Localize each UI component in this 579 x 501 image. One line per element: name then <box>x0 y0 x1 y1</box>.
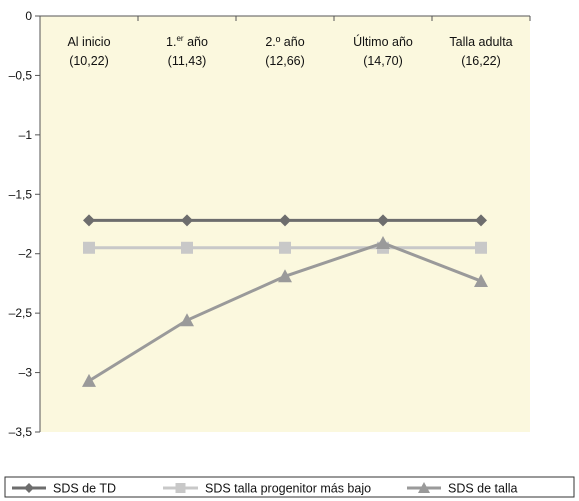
y-tick-label: –2 <box>19 247 33 261</box>
data-point-diamond <box>475 214 487 227</box>
legend-item: SDS talla progenitor más bajo <box>163 482 371 496</box>
legend-box <box>4 476 575 498</box>
series-layer <box>82 214 488 387</box>
y-tick-label: 0 <box>25 9 32 23</box>
data-point-triangle <box>376 236 390 250</box>
legend-item: SDS de talla <box>407 482 518 496</box>
category-name: Al inicio <box>67 35 110 49</box>
category-name: 1. <box>166 35 176 49</box>
legend: SDS de TD SDS talla progenitor más bajo SD… <box>4 476 575 498</box>
category-label: Último año <box>353 34 413 49</box>
data-point-diamond <box>181 214 193 227</box>
data-point-square <box>181 241 193 254</box>
data-point-triangle <box>278 269 292 283</box>
data-point-diamond <box>377 214 389 227</box>
data-point-square <box>475 241 487 254</box>
category-value: (10,22) <box>69 54 109 68</box>
data-point-square <box>279 241 291 254</box>
category-labels: Al inicio (10,22) 1.er año (11,43) 2.º año (1… <box>67 34 512 68</box>
y-tick-label: –1,5 <box>9 187 33 201</box>
category-value: (12,66) <box>265 54 305 68</box>
data-point-triangle <box>82 373 96 387</box>
category-label: Al inicio <box>67 35 110 49</box>
y-axis: 0 –0,5 –1 –1,5 –2 –2,5 –3 –3,5 <box>9 9 41 439</box>
category-label: 2.º año <box>265 35 304 49</box>
category-suffix: año <box>184 35 208 49</box>
legend-label: SDS de talla <box>448 482 518 496</box>
legend-item: SDS de TD <box>12 482 116 496</box>
category-name: Talla adulta <box>449 35 512 49</box>
data-point-square <box>83 241 95 254</box>
data-point-diamond <box>24 483 34 493</box>
data-point-diamond <box>83 214 95 227</box>
category-name: Último año <box>353 34 413 49</box>
y-tick-label: –2,5 <box>9 306 33 320</box>
data-point-triangle <box>180 313 194 327</box>
category-value: (14,70) <box>363 54 403 68</box>
data-point-square <box>175 483 186 493</box>
category-superscript: er <box>176 34 183 43</box>
legend-label: SDS de TD <box>53 482 116 496</box>
y-tick-label: –1 <box>19 128 33 142</box>
data-point-diamond <box>279 214 291 227</box>
data-point-triangle <box>474 274 488 288</box>
category-value: (16,22) <box>461 54 501 68</box>
legend-label: SDS talla progenitor más bajo <box>205 482 371 496</box>
series-triangle <box>82 236 488 387</box>
y-tick-label: –3,5 <box>9 425 33 439</box>
y-tick-label: –3 <box>19 366 33 380</box>
category-value: (11,43) <box>168 54 207 68</box>
x-axis <box>39 15 531 21</box>
category-label: Talla adulta <box>449 35 512 49</box>
y-tick-label: –0,5 <box>9 68 33 82</box>
data-point-triangle <box>418 482 430 493</box>
category-name: 2.º año <box>265 35 304 49</box>
series-diamond <box>83 214 487 227</box>
category-label: 1.er año <box>166 34 208 49</box>
